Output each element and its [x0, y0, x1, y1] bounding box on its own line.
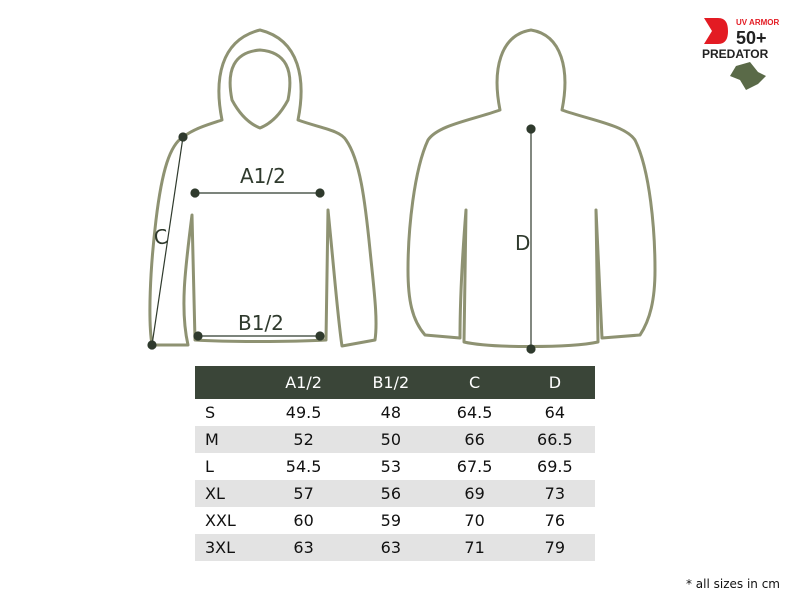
size-cell: L: [205, 457, 214, 476]
marker-dot: [526, 124, 536, 134]
table-row: XL 57 56 69 73: [195, 480, 595, 507]
label-d: D: [515, 231, 531, 255]
marker-dot: [193, 331, 203, 341]
header-c: C: [434, 366, 515, 399]
svg-text:PREDATOR: PREDATOR: [702, 47, 769, 61]
value-cell: 69: [434, 480, 515, 507]
marker-dot: [147, 340, 157, 350]
value-cell: 71: [434, 534, 515, 561]
label-b: B1/2: [238, 311, 284, 335]
value-cell: 48: [380, 403, 401, 422]
value-cell: 63: [260, 534, 348, 561]
marker-dot: [315, 331, 325, 341]
front-hoodie-outline: [148, 28, 378, 348]
units-note: * all sizes in cm: [685, 577, 780, 591]
fish-logo-icon: [730, 62, 766, 90]
svg-text:50+: 50+: [736, 28, 767, 48]
d-logo-icon: [704, 18, 728, 44]
size-cell: 3XL: [195, 534, 260, 561]
value-cell: 70: [464, 511, 485, 530]
header-d: D: [514, 366, 595, 399]
value-cell: 66.5: [514, 426, 595, 453]
header-b: B1/2: [347, 366, 435, 399]
value-cell: 52: [260, 426, 348, 453]
size-cell: S: [205, 403, 216, 422]
size-cell: XXL: [205, 511, 236, 530]
value-cell: 63: [347, 534, 435, 561]
value-cell: 76: [544, 511, 566, 530]
table-row: S 49.5 48 64.5 64: [195, 399, 595, 426]
header-size: [195, 366, 260, 399]
size-cell: M: [195, 426, 260, 453]
marker-dot: [526, 344, 536, 354]
size-cell: XL: [195, 480, 260, 507]
marker-dot: [190, 188, 200, 198]
value-cell: 64: [544, 403, 566, 422]
value-cell: 56: [347, 480, 435, 507]
table-row: L 54.5 53 67.5 69.5: [195, 453, 595, 480]
svg-text:UV ARMOR: UV ARMOR: [736, 18, 779, 27]
value-cell: 57: [260, 480, 348, 507]
table-header-row: A1/2 B1/2 C D: [195, 366, 595, 399]
table-row: XXL 60 59 70 76: [195, 507, 595, 534]
value-cell: 66: [434, 426, 515, 453]
header-a: A1/2: [260, 366, 348, 399]
brand-logo: UV ARMOR 50+ PREDATOR: [700, 14, 792, 94]
value-cell: 49.5: [285, 403, 322, 422]
table-row: 3XL 63 63 71 79: [195, 534, 595, 561]
value-cell: 67.5: [456, 457, 493, 476]
value-cell: 73: [514, 480, 595, 507]
value-cell: 60: [293, 511, 314, 530]
value-cell: 64.5: [456, 403, 493, 422]
marker-dot: [178, 132, 188, 142]
size-table: A1/2 B1/2 C D S 49.5 48 64.5 64 M 52 50 66 66.5 L 5…: [195, 366, 595, 561]
value-cell: 69.5: [537, 457, 573, 476]
measure-line-c: [151, 136, 184, 346]
label-a: A1/2: [240, 164, 286, 188]
table-row: M 52 50 66 66.5: [195, 426, 595, 453]
marker-dot: [315, 188, 325, 198]
value-cell: 53: [380, 457, 401, 476]
value-cell: 79: [514, 534, 595, 561]
front-hood-opening: [228, 48, 292, 130]
back-hoodie-outline: [406, 28, 657, 348]
value-cell: 54.5: [285, 457, 322, 476]
value-cell: 59: [380, 511, 401, 530]
value-cell: 50: [347, 426, 435, 453]
